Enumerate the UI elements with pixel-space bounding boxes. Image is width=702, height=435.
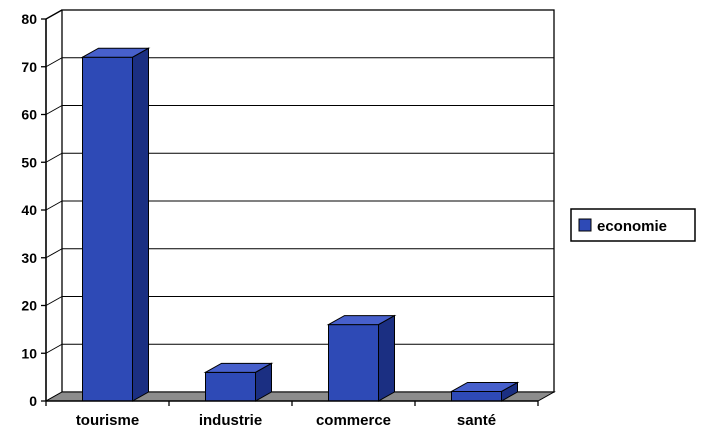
gridline-side bbox=[45, 200, 63, 211]
bar bbox=[326, 314, 397, 402]
y-tick-label: 60 bbox=[21, 107, 37, 123]
gridline-side bbox=[45, 152, 63, 163]
bar-top bbox=[203, 362, 274, 373]
bar-top bbox=[326, 315, 397, 326]
y-axis-top-edge bbox=[45, 9, 63, 20]
y-tick-label: 10 bbox=[21, 345, 37, 361]
bar-top bbox=[80, 47, 151, 58]
bar-side bbox=[378, 314, 395, 402]
y-tick-label: 50 bbox=[21, 154, 37, 170]
y-tick-label: 70 bbox=[21, 59, 37, 75]
labels-layer: 0 10 20 30 40 50 60 70 80 tourisme industrie commer… bbox=[21, 11, 496, 429]
legend-label: economie bbox=[597, 218, 667, 235]
x-tick-label: santé bbox=[457, 412, 496, 429]
gridline-side bbox=[45, 248, 63, 259]
gridline-side bbox=[45, 343, 63, 354]
y-tick-label: 0 bbox=[29, 393, 37, 409]
bars-layer bbox=[80, 47, 520, 402]
gridline-side bbox=[45, 296, 63, 306]
y-tick-label: 20 bbox=[21, 298, 37, 314]
axes-layer bbox=[41, 9, 539, 406]
y-tick-label: 30 bbox=[21, 250, 37, 266]
legend-swatch bbox=[578, 218, 592, 232]
gridline-side bbox=[45, 105, 63, 115]
x-tick-label: industrie bbox=[199, 412, 262, 429]
bar-front bbox=[205, 371, 256, 402]
bar bbox=[80, 47, 151, 402]
bar-front bbox=[82, 56, 133, 402]
y-tick-label: 40 bbox=[21, 202, 37, 218]
legend: economie bbox=[570, 208, 696, 242]
legend-box bbox=[570, 208, 696, 242]
bar-front bbox=[328, 324, 379, 402]
bar bbox=[203, 362, 274, 402]
bar-side bbox=[132, 47, 149, 402]
bar bbox=[449, 381, 520, 402]
bar-top bbox=[449, 381, 520, 392]
bar-front bbox=[451, 390, 502, 402]
gridline-side bbox=[45, 57, 63, 68]
x-tick-label: commerce bbox=[316, 412, 391, 429]
y-tick-label: 80 bbox=[21, 11, 37, 27]
x-tick-label: tourisme bbox=[76, 412, 139, 429]
